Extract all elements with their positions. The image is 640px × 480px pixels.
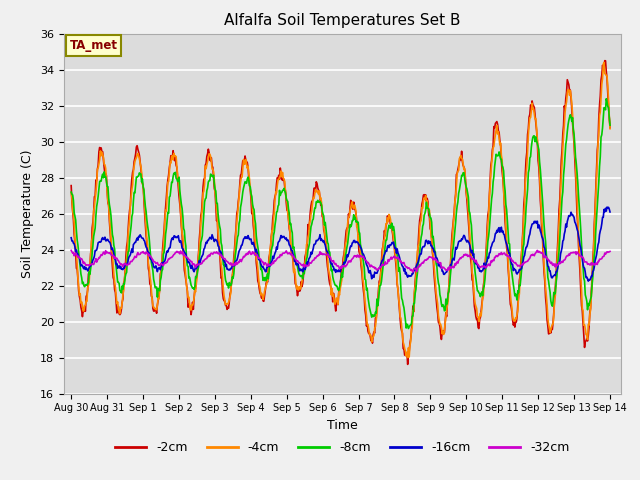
Y-axis label: Soil Temperature (C): Soil Temperature (C) — [22, 149, 35, 278]
Legend: -2cm, -4cm, -8cm, -16cm, -32cm: -2cm, -4cm, -8cm, -16cm, -32cm — [110, 436, 575, 459]
Text: TA_met: TA_met — [70, 39, 118, 52]
Title: Alfalfa Soil Temperatures Set B: Alfalfa Soil Temperatures Set B — [224, 13, 461, 28]
X-axis label: Time: Time — [327, 419, 358, 432]
